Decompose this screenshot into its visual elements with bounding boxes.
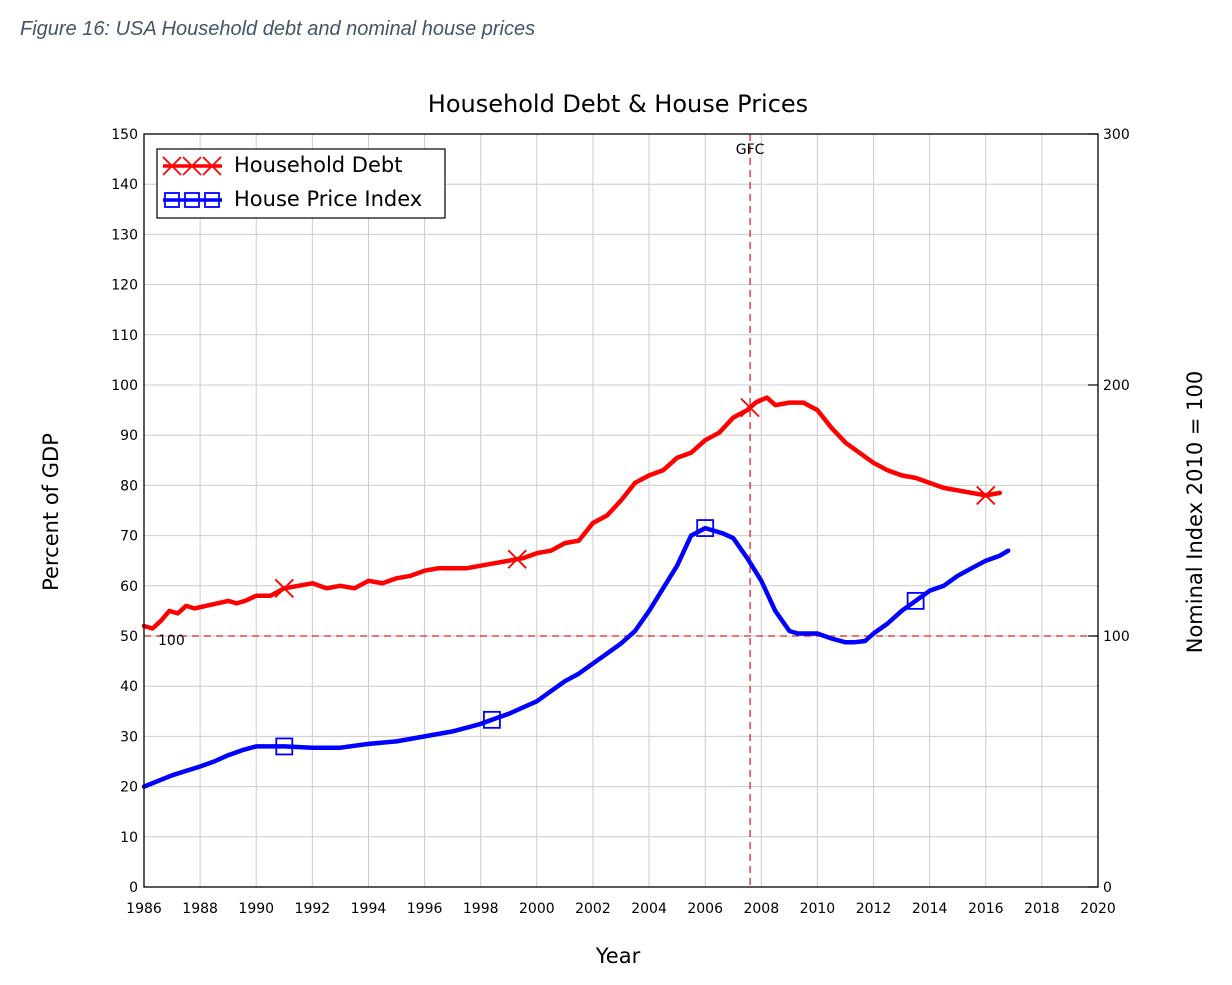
legend-marker-household-debt-2-b	[202, 156, 222, 176]
gfc-label: GFC	[736, 142, 765, 158]
marker-house-price-index-1	[483, 710, 501, 729]
y-tick-label-150: 150	[111, 127, 138, 143]
marker-household-debt-1	[507, 549, 527, 569]
x-tick-label-2006: 2006	[687, 901, 723, 917]
legend-marker-house-price-index-0	[164, 192, 180, 208]
y-tick-label-100: 100	[111, 378, 138, 394]
x-tick-label-1986: 1986	[126, 901, 162, 917]
y-axis-label: Percent of GDP	[39, 433, 63, 591]
legend-marker-house-price-index-2	[204, 192, 220, 208]
x-tick-label-1998: 1998	[463, 901, 499, 917]
y-tick-label-60: 60	[120, 579, 138, 595]
reference-lines: GFC 100	[144, 134, 1098, 887]
marker-household-debt-3-b	[976, 485, 996, 506]
legend-entry-household-debt	[162, 156, 222, 176]
x-tick-label-2020: 2020	[1080, 901, 1116, 917]
marker-house-price-index-2	[696, 519, 715, 537]
legend: Household Debt House Price Index	[156, 148, 446, 219]
legend-marker-household-debt-1-b	[182, 156, 202, 176]
y-tick-label-30: 30	[120, 729, 138, 745]
marker-household-debt-0-b	[274, 578, 294, 598]
series-line-house-price-index	[141, 525, 1011, 789]
ref-line-label: 100	[158, 633, 185, 649]
marker-house-price-index-3	[906, 591, 925, 610]
x-tick-label-2008: 2008	[743, 901, 779, 917]
legend-marker-household-debt-0-b	[162, 156, 182, 176]
x-axis-label: Year	[595, 944, 641, 968]
y-tick-label-40: 40	[120, 679, 138, 695]
series-layer	[141, 395, 1011, 789]
figure-caption: Figure 16: USA Household debt and nomina…	[20, 18, 536, 40]
y-tick-label-110: 110	[111, 328, 138, 344]
legend-marker-household-debt-2	[202, 156, 222, 176]
x-tick-label-2010: 2010	[800, 901, 836, 917]
x-tick-label-2018: 2018	[1024, 901, 1060, 917]
y2-tick-label-300: 300	[1103, 127, 1130, 143]
legend-marker-household-debt-1	[182, 156, 202, 176]
grid	[143, 133, 1099, 888]
y-tick-label-130: 130	[111, 227, 138, 243]
marker-household-debt-0	[274, 578, 294, 598]
y-tick-label-0: 0	[129, 880, 138, 896]
y-tick-label-10: 10	[120, 830, 138, 846]
x-tick-label-2016: 2016	[968, 901, 1004, 917]
y-tick-label-50: 50	[120, 629, 138, 645]
plot-frame	[143, 133, 1099, 888]
legend-marker-house-price-index-1	[184, 192, 200, 208]
marker-household-debt-2-b	[740, 397, 760, 418]
chart-title: Household Debt & House Prices	[428, 90, 808, 118]
x-tick-label-1988: 1988	[182, 901, 218, 917]
y2-tick-label-100: 100	[1103, 629, 1130, 645]
y-tick-label-70: 70	[120, 529, 138, 545]
y-tick-label-120: 120	[111, 278, 138, 294]
marker-household-debt-3	[976, 485, 996, 506]
marker-household-debt-1-b	[507, 549, 527, 569]
series-line-household-debt	[141, 395, 1003, 631]
y-tick-label-80: 80	[120, 478, 138, 494]
x-tick-label-1990: 1990	[238, 901, 274, 917]
legend-label-household-debt: Household Debt	[234, 153, 402, 177]
y-tick-label-140: 140	[111, 177, 138, 193]
marker-house-price-index-0	[275, 737, 294, 756]
legend-label-house-price-index: House Price Index	[234, 187, 422, 211]
y-tick-label-20: 20	[120, 780, 138, 796]
legend-marker-household-debt-0	[162, 156, 182, 176]
marker-household-debt-2	[740, 397, 760, 418]
y-tick-label-90: 90	[120, 428, 138, 444]
x-tick-label-2012: 2012	[856, 901, 892, 917]
x-tick-label-1992: 1992	[295, 901, 331, 917]
y2-tick-label-200: 200	[1103, 378, 1130, 394]
x-tick-label-1994: 1994	[351, 901, 387, 917]
x-tick-label-2004: 2004	[631, 901, 667, 917]
legend-entry-house-price-index	[163, 192, 222, 208]
y2-axis-label: Nominal Index 2010 = 100	[1183, 371, 1207, 654]
x-tick-label-2000: 2000	[519, 901, 555, 917]
x-tick-label-2014: 2014	[912, 901, 948, 917]
x-tick-label-2002: 2002	[575, 901, 611, 917]
y2-tick-label-0: 0	[1103, 880, 1112, 896]
axes: 1986 1988 1990 1992 1994 1996 1998 2000 2002 2004…	[111, 127, 1129, 917]
x-tick-label-1996: 1996	[407, 901, 443, 917]
